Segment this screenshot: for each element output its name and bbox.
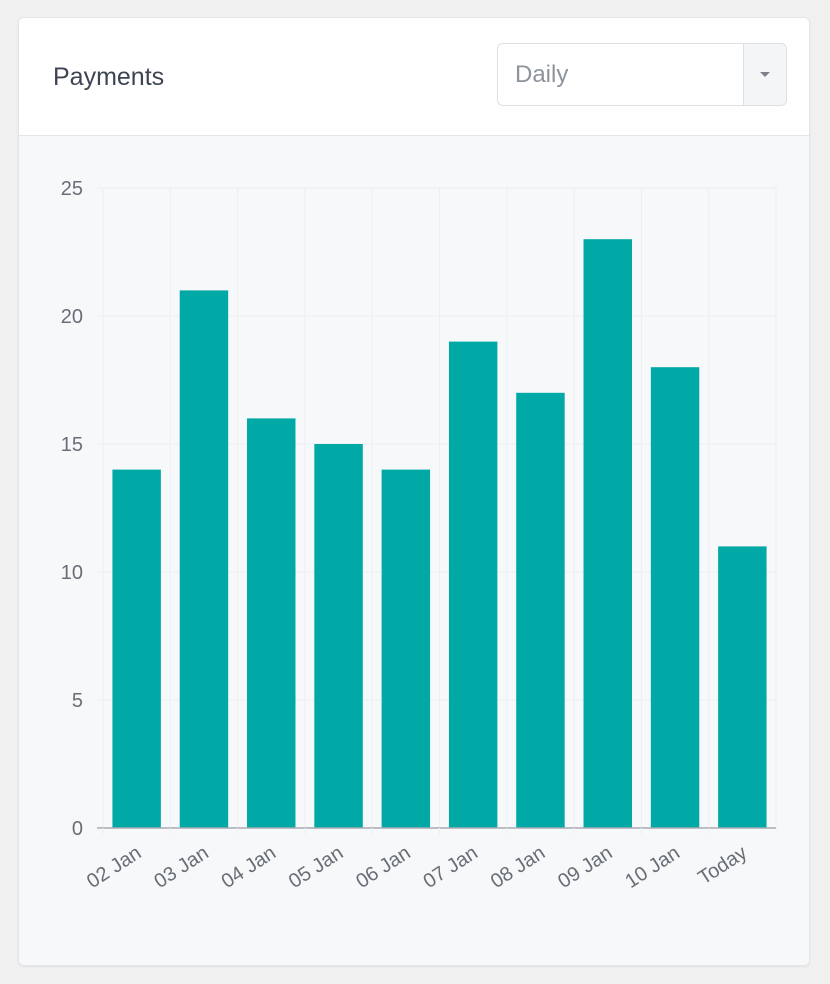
x-tick-label: 04 Jan	[218, 842, 280, 893]
card-header: Payments Daily	[19, 18, 809, 136]
x-tick-label: 02 Jan	[83, 842, 145, 893]
x-tick-label: 06 Jan	[352, 842, 414, 893]
payments-bar-chart: 0 5 10 15 20 25 02 Jan 03 Jan 04 Jan 05 Jan 06 Jan…	[61, 178, 777, 893]
y-tick-label: 20	[61, 306, 83, 328]
card-title: Payments	[53, 63, 165, 91]
bar	[650, 367, 700, 828]
bar	[583, 239, 632, 828]
period-select[interactable]: Daily	[497, 43, 787, 106]
bar	[247, 418, 296, 828]
bar	[718, 546, 767, 828]
x-tick-label: 09 Jan	[554, 842, 616, 893]
y-tick-label: 25	[61, 178, 83, 200]
y-tick-label: 0	[72, 818, 83, 840]
y-tick-label: 15	[61, 434, 83, 456]
chart-area: 0 5 10 15 20 25 02 Jan 03 Jan 04 Jan 05 Jan 06 Jan…	[19, 136, 809, 965]
y-tick-label: 10	[61, 562, 83, 584]
period-select-toggle[interactable]	[743, 44, 786, 105]
bar	[179, 290, 229, 828]
y-tick-label: 5	[72, 690, 83, 712]
caret-down-icon	[760, 72, 770, 77]
bar	[381, 469, 431, 828]
bar	[448, 341, 498, 828]
x-tick-label: 10 Jan	[621, 842, 683, 893]
x-tick-label: 08 Jan	[487, 842, 549, 893]
x-tick-label: 03 Jan	[150, 842, 212, 893]
payments-card: Payments Daily 0 5 10 15 20 25 02 Jan 03 Jan 04 …	[18, 17, 810, 966]
bar	[112, 469, 161, 828]
x-tick-label: 07 Jan	[420, 842, 482, 893]
bar	[314, 444, 363, 828]
period-select-value: Daily	[515, 61, 569, 88]
bar	[516, 392, 565, 828]
x-tick-label: Today	[694, 842, 751, 890]
x-tick-label: 05 Jan	[285, 842, 347, 893]
